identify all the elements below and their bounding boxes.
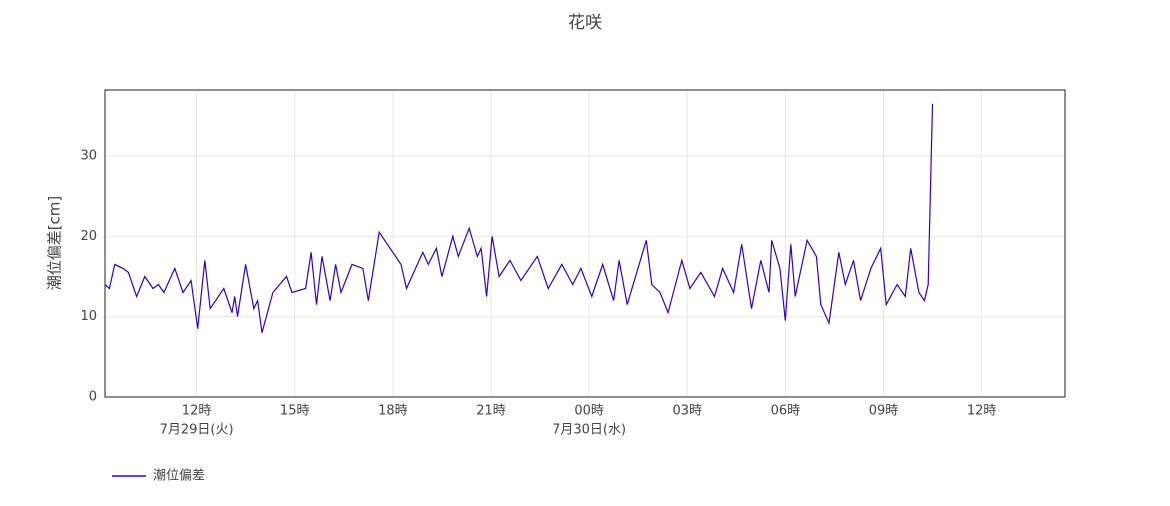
chart-title: 花咲: [568, 13, 602, 33]
y-tick-label: 10: [80, 309, 97, 324]
y-axis-title: 潮位偏差[cm]: [46, 196, 64, 291]
x-date-label: 7月30日(水): [552, 423, 626, 438]
x-tick-label: 15時: [280, 404, 310, 419]
legend-label: 潮位偏差: [153, 469, 205, 484]
x-tick-label: 12時: [967, 404, 997, 419]
series-line: [104, 103, 934, 333]
x-tick-label: 21時: [476, 404, 506, 419]
y-tick-label: 20: [80, 229, 97, 244]
y-tick-label: 30: [80, 148, 97, 163]
x-tick-label: 18時: [378, 404, 408, 419]
plot-frame: [104, 89, 1066, 398]
x-tick-label: 12時: [182, 404, 212, 419]
y-tick-label: 0: [89, 390, 97, 405]
x-tick-label: 00時: [574, 404, 604, 419]
x-date-label: 7月29日(火): [160, 423, 234, 438]
x-tick-label: 09時: [869, 404, 899, 419]
x-tick-label: 06時: [771, 404, 801, 419]
x-tick-label: 03時: [672, 404, 702, 419]
